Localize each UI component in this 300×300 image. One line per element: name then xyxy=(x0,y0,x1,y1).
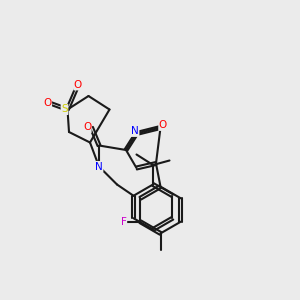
Text: N: N xyxy=(95,161,103,172)
Text: O: O xyxy=(74,80,82,90)
Text: O: O xyxy=(159,120,167,130)
Text: F: F xyxy=(121,217,127,227)
Text: O: O xyxy=(43,98,52,109)
Text: N: N xyxy=(131,126,139,136)
Text: O: O xyxy=(83,122,91,133)
Text: S: S xyxy=(61,104,68,115)
